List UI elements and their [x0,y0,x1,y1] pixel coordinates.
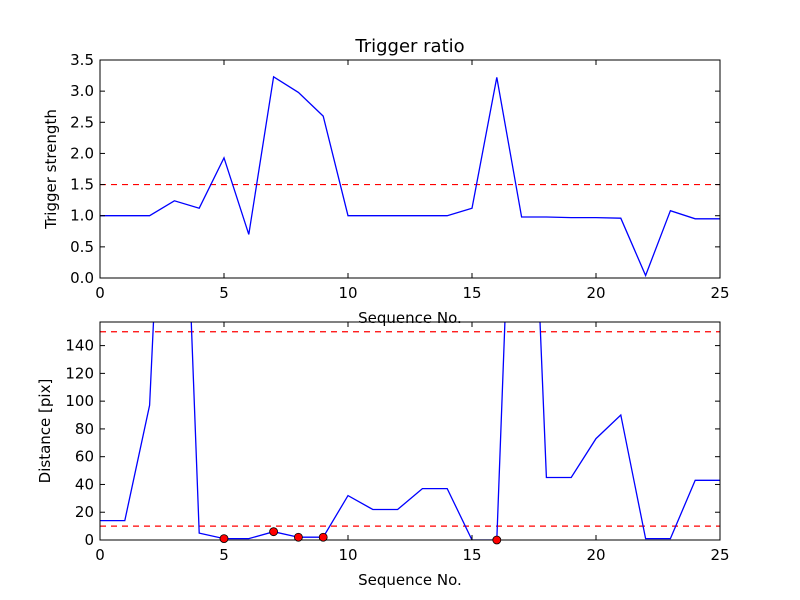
x-axis-label: Sequence No. [358,571,462,589]
x-tick-label: 0 [95,284,105,302]
axes-frame [99,321,721,541]
y-tick-label: 40 [75,475,94,493]
distance-chart: 0 5 10 15 20 25 0 20 40 60 80 100 120 140 Sequence No… [36,321,730,589]
y-axis-label: Trigger strength [42,109,60,230]
series-line [100,75,720,278]
x-tick-label: 15 [462,546,481,564]
x-tick-label: 10 [338,546,357,564]
y-tick-label: 0 [84,531,94,549]
series-line [100,322,720,540]
y-tick-label: 120 [65,364,94,382]
y-tick-label: 2.5 [70,113,94,131]
tick-marks: 0 5 10 15 20 25 0 20 40 60 80 100 120 140 [65,322,730,564]
trigger-ratio-chart: Trigger ratio 0 5 10 15 20 25 0.0 0.5 1.0 1.5 2.0 2… [42,36,730,327]
x-tick-label: 25 [710,546,729,564]
y-tick-label: 80 [75,420,94,438]
y-tick-label: 2.0 [70,144,94,162]
y-tick-label: 100 [65,392,94,410]
x-axis-label: Sequence No. [358,309,462,327]
x-tick-label: 15 [462,284,481,302]
marker-group [219,527,502,545]
x-tick-label: 20 [586,284,605,302]
y-tick-label: 3.5 [70,51,94,69]
data-point-marker [269,527,279,537]
x-tick-label: 10 [338,284,357,302]
y-tick-label: 0.0 [70,269,94,287]
y-tick-label: 140 [65,337,94,355]
y-tick-label: 0.5 [70,238,94,256]
data-point-marker [492,535,502,545]
plot-area [100,322,720,540]
data-point-marker [219,534,229,544]
axes-frame [99,59,721,279]
x-tick-label: 20 [586,546,605,564]
data-point-marker [293,532,303,542]
plot-area [100,75,720,278]
x-tick-label: 0 [95,546,105,564]
tick-marks: 0 5 10 15 20 25 0.0 0.5 1.0 1.5 2.0 2.5 3.0 3.5 [70,51,729,302]
y-tick-label: 1.5 [70,176,94,194]
data-point-marker [318,532,328,542]
x-tick-label: 25 [710,284,729,302]
x-tick-label: 5 [219,546,229,564]
y-tick-label: 20 [75,503,94,521]
y-tick-label: 60 [75,448,94,466]
y-tick-label: 3.0 [70,82,94,100]
chart-title: Trigger ratio [354,36,464,57]
y-tick-label: 1.0 [70,207,94,225]
x-tick-label: 5 [219,284,229,302]
y-axis-label: Distance [pix] [36,379,54,484]
